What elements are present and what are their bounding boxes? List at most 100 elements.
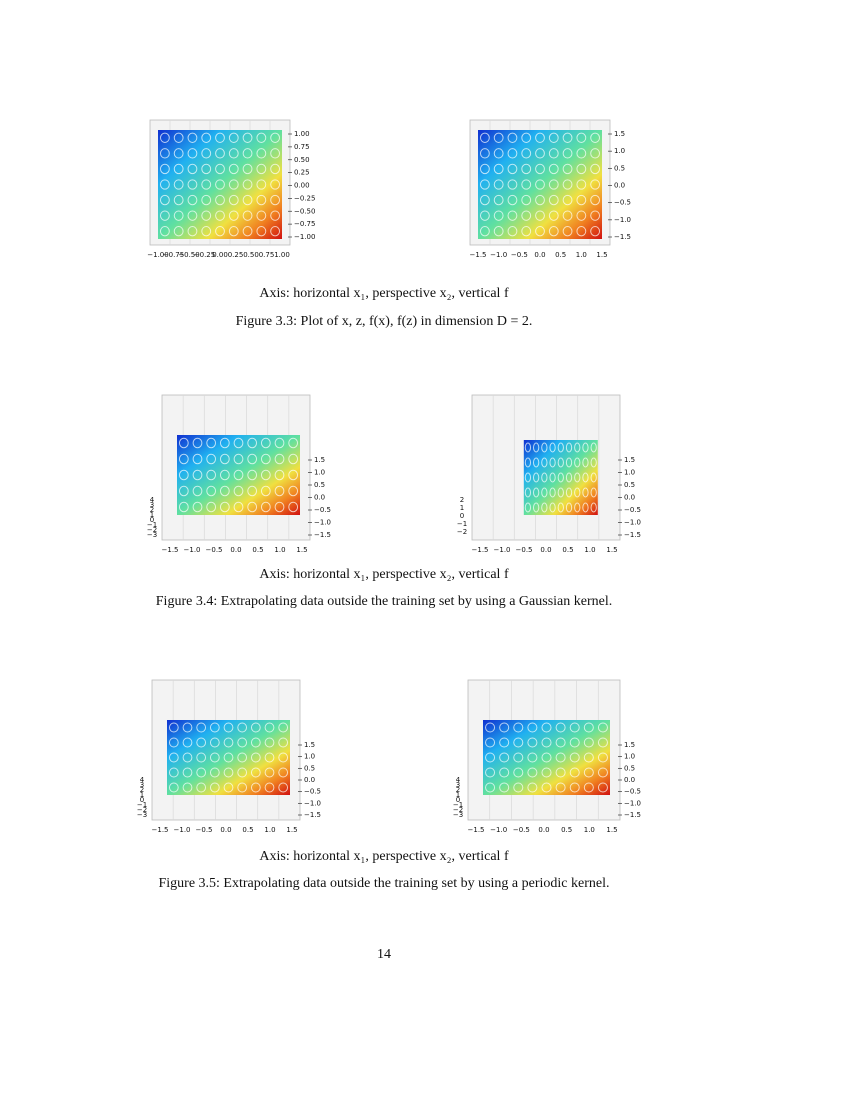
contour-ring bbox=[535, 194, 545, 206]
contour-ring bbox=[533, 502, 540, 513]
contour-ring bbox=[159, 226, 170, 237]
contour-ring bbox=[288, 453, 299, 465]
side-tick-label: −1.00 bbox=[294, 233, 315, 241]
contour-ring bbox=[555, 767, 566, 778]
side-tick-label: −0.25 bbox=[294, 194, 315, 202]
contour-ring bbox=[493, 210, 504, 221]
contour-ring bbox=[228, 194, 239, 206]
contour-ring bbox=[182, 737, 193, 748]
contour-ring bbox=[209, 767, 220, 778]
contour-ring bbox=[206, 437, 217, 449]
contour-ring bbox=[499, 752, 510, 763]
contour-ring bbox=[533, 472, 540, 483]
side-tick-label: 0.00 bbox=[294, 182, 310, 190]
contour-ring bbox=[288, 469, 299, 481]
contour-ring bbox=[562, 226, 573, 237]
plot-panel: −1.5 −1.0 −0.5 0.0 0.5 1.0 1.5 1.5 1.0 0.5 0.0 −0.5… bbox=[147, 394, 331, 554]
x-tick-label: 1.0 bbox=[576, 251, 587, 259]
side-tick-label: −1.5 bbox=[624, 531, 641, 539]
side-tick-label: 1.5 bbox=[304, 741, 315, 749]
contour-ring bbox=[541, 502, 548, 513]
z-tick-label: 2 bbox=[460, 496, 464, 504]
side-tick-label: 1.0 bbox=[624, 753, 635, 761]
x-tick-label: −1.5 bbox=[470, 251, 487, 259]
contour-ring bbox=[192, 469, 203, 481]
x-tick-label: 1.0 bbox=[274, 546, 285, 554]
contour-ring bbox=[247, 453, 258, 465]
contour-ring bbox=[242, 210, 253, 221]
side-tick-label: 1.0 bbox=[314, 469, 325, 477]
contour-ring bbox=[270, 163, 281, 175]
contour-ring bbox=[250, 737, 261, 748]
contour-ring bbox=[256, 194, 267, 206]
contour-ring bbox=[479, 148, 490, 159]
contour-ring bbox=[485, 782, 496, 793]
x-tick-label: 0.50 bbox=[243, 251, 259, 259]
contour-ring bbox=[527, 752, 538, 763]
z-tick-label: 3 bbox=[150, 501, 154, 509]
x-tick-label: 0.0 bbox=[538, 826, 549, 834]
contour-ring bbox=[223, 752, 234, 763]
contour-ring bbox=[557, 472, 564, 483]
contour-ring bbox=[535, 179, 545, 190]
contour-ring bbox=[576, 194, 587, 206]
side-tick-label: 1.5 bbox=[614, 130, 625, 138]
side-tick-label: −0.5 bbox=[314, 506, 331, 514]
contour-ring bbox=[264, 767, 275, 778]
side-tick-label: −0.5 bbox=[304, 788, 321, 796]
contour-ring bbox=[278, 737, 289, 748]
contour-ring bbox=[557, 442, 564, 453]
contour-ring bbox=[219, 453, 230, 465]
z-tick-label: 1 bbox=[460, 504, 464, 512]
x-tick-label: 0.0 bbox=[540, 546, 551, 554]
contour-ring bbox=[582, 442, 589, 453]
side-tick-label: −1.0 bbox=[304, 799, 321, 807]
contour-ring bbox=[493, 148, 504, 159]
contour-ring bbox=[507, 194, 518, 206]
contour-ring bbox=[574, 487, 581, 498]
contour-ring bbox=[178, 437, 189, 449]
contour-ring bbox=[541, 472, 548, 483]
contour-ring bbox=[541, 442, 548, 453]
contour-ring bbox=[507, 210, 518, 221]
contour-ring bbox=[247, 485, 258, 497]
x-tick-label: −1.0 bbox=[490, 251, 507, 259]
contour-ring bbox=[513, 782, 524, 793]
contour-ring bbox=[247, 469, 258, 481]
x-tick-label: 0.5 bbox=[555, 251, 566, 259]
z-tick-label: 1 bbox=[456, 791, 460, 799]
contour-ring bbox=[209, 782, 220, 793]
x-tick-label: 0.0 bbox=[230, 546, 241, 554]
plot-panel: −1.5 −1.0 −0.5 0.0 0.5 1.0 1.5 1.5 1.0 0.5 0.0 −0.5… bbox=[457, 394, 641, 554]
side-tick-label: 0.75 bbox=[294, 143, 310, 151]
contour-ring bbox=[233, 437, 244, 449]
contour-ring bbox=[250, 722, 261, 733]
contour-ring bbox=[576, 163, 587, 175]
contour-ring bbox=[187, 179, 198, 190]
contour-ring bbox=[541, 487, 548, 498]
contour-ring bbox=[260, 469, 271, 481]
contour-ring bbox=[513, 737, 524, 748]
contour-ring bbox=[215, 179, 225, 190]
z-tick-label: 0 bbox=[460, 512, 464, 520]
contour-ring bbox=[548, 179, 559, 190]
x-tick-label: −1.5 bbox=[472, 546, 489, 554]
contour-ring bbox=[223, 737, 234, 748]
side-tick-label: 1.00 bbox=[294, 130, 310, 138]
contour-ring bbox=[219, 437, 230, 449]
contour-ring bbox=[237, 782, 248, 793]
contour-ring bbox=[288, 485, 299, 497]
contour-ring bbox=[237, 737, 248, 748]
contour-ring bbox=[256, 226, 267, 237]
x-tick-label: 0.0 bbox=[534, 251, 545, 259]
contour-ring bbox=[582, 457, 589, 468]
contour-ring bbox=[201, 226, 212, 237]
x-tick-label: −0.5 bbox=[206, 546, 223, 554]
contour-ring bbox=[565, 487, 573, 498]
contour-ring bbox=[215, 226, 225, 237]
contour-ring bbox=[223, 782, 234, 793]
contour-ring bbox=[535, 132, 545, 143]
contour-ring bbox=[583, 767, 594, 778]
x-tick-label: −1.5 bbox=[162, 546, 179, 554]
contour-ring bbox=[270, 226, 281, 237]
